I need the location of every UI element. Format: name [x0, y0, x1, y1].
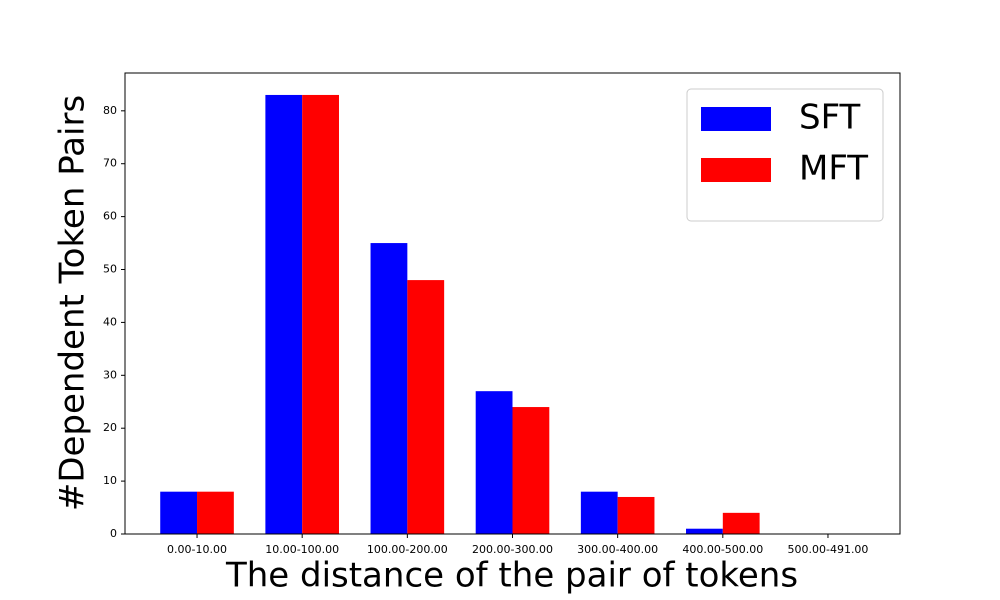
legend-label: SFT [799, 98, 861, 138]
x-tick-label: 0.00-10.00 [167, 543, 227, 556]
y-tick-label: 40 [103, 315, 117, 328]
x-tick-label: 400.00-500.00 [682, 543, 763, 556]
bar [160, 491, 198, 534]
bar [197, 491, 234, 534]
y-tick-label: 0 [110, 527, 117, 540]
y-tick-label: 60 [103, 210, 117, 223]
x-axis-label: The distance of the pair of tokens [225, 556, 798, 596]
x-tick-label: 100.00-200.00 [367, 543, 448, 556]
bar [617, 496, 655, 534]
bar [302, 94, 339, 534]
x-tick-label: 300.00-400.00 [577, 543, 658, 556]
bar [580, 491, 618, 534]
y-tick-label: 50 [103, 263, 117, 276]
bar [475, 391, 513, 534]
bar [370, 243, 408, 535]
bar [407, 280, 445, 534]
legend-swatch [701, 107, 771, 131]
x-tick-label: 500.00-491.00 [787, 543, 868, 556]
y-tick-label: 80 [103, 104, 117, 117]
bar [722, 512, 760, 534]
plot-frame [124, 72, 901, 535]
bar [686, 528, 723, 534]
y-tick-label: 70 [103, 157, 117, 170]
bar [512, 407, 550, 534]
x-tick-label: 200.00-300.00 [472, 543, 553, 556]
legend-swatch [701, 158, 771, 182]
x-tick-label: 10.00-100.00 [265, 543, 339, 556]
legend-label: MFT [799, 149, 868, 189]
y-tick-label: 10 [103, 474, 117, 487]
y-tick-label: 30 [103, 368, 117, 381]
bar [265, 94, 303, 534]
y-tick-label: 20 [103, 421, 117, 434]
y-axis-label: #Dependent Token Pairs [53, 95, 93, 511]
